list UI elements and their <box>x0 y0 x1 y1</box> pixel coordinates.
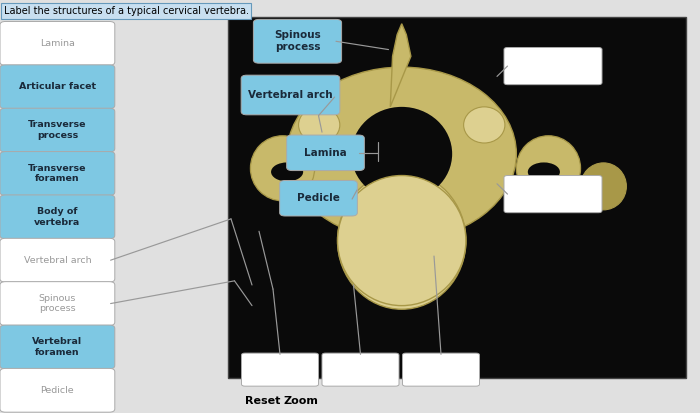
Text: Pedicle: Pedicle <box>297 193 340 203</box>
FancyBboxPatch shape <box>504 176 602 213</box>
Ellipse shape <box>351 107 452 201</box>
Ellipse shape <box>299 107 340 143</box>
Text: Lamina: Lamina <box>40 39 75 48</box>
Text: Vertebral arch: Vertebral arch <box>24 256 91 265</box>
Text: Transverse
foramen: Transverse foramen <box>28 164 87 183</box>
Text: Body of
vertebra: Body of vertebra <box>34 207 80 226</box>
Text: Vertebral
foramen: Vertebral foramen <box>32 337 83 356</box>
FancyBboxPatch shape <box>0 368 115 412</box>
Text: Reset: Reset <box>245 396 280 406</box>
FancyBboxPatch shape <box>0 238 115 282</box>
Text: Pedicle: Pedicle <box>41 386 74 395</box>
Ellipse shape <box>517 136 580 201</box>
Circle shape <box>271 162 303 181</box>
FancyBboxPatch shape <box>504 47 602 85</box>
FancyBboxPatch shape <box>0 325 115 369</box>
FancyBboxPatch shape <box>241 75 340 115</box>
FancyBboxPatch shape <box>402 353 480 386</box>
Circle shape <box>528 162 560 181</box>
Ellipse shape <box>251 136 314 201</box>
PathPatch shape <box>391 24 411 107</box>
Ellipse shape <box>463 107 505 143</box>
FancyBboxPatch shape <box>0 282 115 325</box>
FancyBboxPatch shape <box>0 65 115 109</box>
Text: Label the structures of a typical cervical vertebra.: Label the structures of a typical cervic… <box>4 6 248 16</box>
Text: Vertebral arch: Vertebral arch <box>248 90 332 100</box>
Text: Zoom: Zoom <box>284 396 318 406</box>
Text: Articular facet: Articular facet <box>19 82 96 91</box>
Text: Spinous
process: Spinous process <box>38 294 76 313</box>
Text: Spinous
process: Spinous process <box>274 31 321 52</box>
FancyBboxPatch shape <box>322 353 399 386</box>
FancyBboxPatch shape <box>0 195 115 239</box>
FancyBboxPatch shape <box>253 19 342 63</box>
Ellipse shape <box>337 176 466 306</box>
Ellipse shape <box>287 67 517 240</box>
FancyBboxPatch shape <box>287 135 365 171</box>
FancyBboxPatch shape <box>241 353 318 386</box>
Text: Lamina: Lamina <box>304 148 347 158</box>
Text: Transverse
process: Transverse process <box>28 121 87 140</box>
FancyBboxPatch shape <box>0 108 115 152</box>
Ellipse shape <box>337 172 466 309</box>
FancyBboxPatch shape <box>0 21 115 65</box>
FancyBboxPatch shape <box>228 17 686 378</box>
Ellipse shape <box>580 163 626 210</box>
FancyBboxPatch shape <box>0 152 115 195</box>
FancyBboxPatch shape <box>280 180 358 216</box>
